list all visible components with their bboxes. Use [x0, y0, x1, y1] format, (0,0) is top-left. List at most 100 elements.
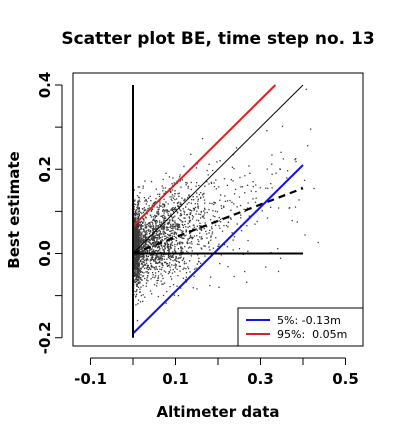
scatter-point [199, 228, 201, 230]
scatter-point [163, 206, 166, 208]
scatter-point [157, 257, 159, 259]
scatter-point [168, 219, 170, 221]
scatter-point [204, 245, 206, 247]
scatter-point [206, 211, 208, 214]
scatter-point [138, 186, 141, 188]
scatter-point [176, 225, 179, 228]
scatter-point [162, 203, 164, 206]
scatter-point [171, 196, 173, 198]
scatter-point [144, 263, 146, 265]
scatter-point [169, 226, 171, 229]
scatter-point [197, 198, 199, 200]
scatter-point [172, 229, 174, 232]
scatter-point [160, 259, 162, 261]
scatter-point [176, 211, 179, 213]
legend-box [237, 307, 364, 347]
scatter-point [161, 245, 163, 247]
scatter-point [193, 209, 195, 211]
scatter-point [157, 236, 159, 239]
scatter-point [139, 201, 141, 203]
scatter-point [220, 194, 222, 196]
scatter-point [138, 249, 140, 251]
scatter-point [140, 235, 142, 237]
scatter-point [173, 182, 175, 184]
scatter-point [174, 249, 176, 252]
scatter-point [279, 257, 282, 259]
scatter-point [159, 258, 161, 260]
scatter-point [165, 240, 168, 242]
scatter-point [218, 220, 220, 222]
scatter-point [187, 266, 189, 268]
scatter-point [151, 256, 154, 258]
scatter-point [138, 241, 140, 243]
scatter-point [149, 260, 151, 262]
scatter-point [150, 248, 153, 250]
scatter-point [172, 208, 174, 211]
scatter-point [175, 236, 177, 238]
scatter-point [182, 208, 184, 210]
scatter-point [155, 267, 157, 269]
scatter-point [170, 275, 172, 278]
scatter-point [135, 241, 137, 243]
scatter-point [141, 279, 143, 281]
scatter-point [256, 220, 258, 223]
scatter-point [167, 222, 170, 224]
scatter-point [135, 225, 138, 227]
scatter-point [161, 266, 163, 269]
scatter-point [137, 207, 139, 209]
scatter-point [160, 221, 163, 223]
scatter-point [171, 209, 174, 211]
scatter-point [182, 221, 184, 223]
scatter-point [157, 242, 159, 244]
scatter-point [271, 187, 273, 189]
scatter-point [169, 215, 171, 217]
scatter-point [141, 239, 144, 242]
scatter-point [167, 213, 169, 215]
scatter-point [144, 180, 146, 182]
scatter-point [271, 154, 273, 156]
scatter-point [135, 241, 137, 244]
scatter-point [201, 248, 203, 250]
scatter-point [219, 199, 221, 201]
scatter-point [149, 234, 152, 236]
scatter-point [137, 259, 139, 261]
scatter-point [135, 255, 138, 258]
scatter-point [175, 233, 177, 235]
scatter-point [164, 220, 166, 222]
scatter-point [157, 227, 159, 229]
scatter-point [180, 210, 182, 212]
scatter-point [157, 225, 160, 227]
scatter-point [179, 254, 181, 256]
scatter-point [211, 231, 214, 233]
scatter-point [136, 195, 139, 197]
scatter-point [179, 270, 181, 272]
scatter-point [139, 251, 141, 254]
scatter-point [155, 225, 157, 227]
scatter-point [193, 199, 195, 201]
scatter-point [176, 223, 178, 225]
scatter-point [144, 239, 146, 241]
scatter-point [181, 197, 183, 199]
scatter-point [162, 249, 164, 251]
scatter-point [196, 219, 198, 221]
scatter-point [171, 194, 174, 196]
scatter-point [135, 218, 137, 221]
scatter-point [231, 232, 233, 234]
scatter-point [189, 242, 191, 244]
y-axis-label: Best estimate [5, 151, 23, 268]
scatter-point [149, 242, 151, 244]
scatter-point [206, 226, 208, 228]
scatter-point [162, 245, 165, 247]
scatter-point [187, 268, 190, 270]
scatter-point [187, 197, 189, 199]
scatter-point [167, 254, 170, 256]
scatter-point [143, 238, 145, 240]
scatter-point [248, 215, 250, 217]
scatter-point [161, 275, 163, 277]
scatter-point [161, 223, 163, 225]
scatter-point [171, 220, 174, 222]
scatter-point [182, 226, 185, 229]
scatter-point [249, 172, 251, 174]
scatter-point [147, 256, 149, 258]
scatter-point [239, 176, 241, 179]
